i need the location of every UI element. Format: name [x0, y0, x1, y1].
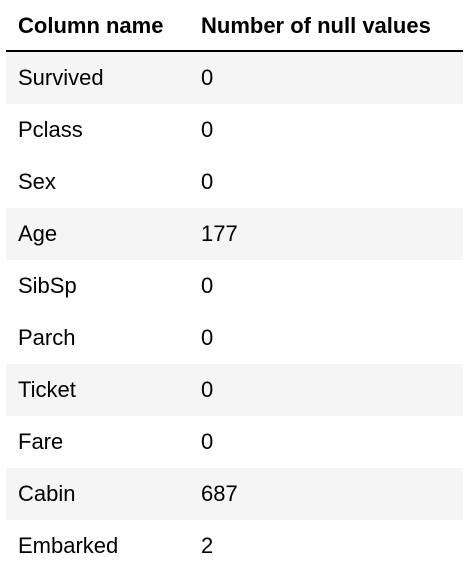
cell-column-name: Survived	[18, 65, 104, 90]
cell-column-name: Parch	[18, 325, 76, 350]
table-row: Ticket 0	[6, 364, 463, 416]
table-row: Pclass 0	[6, 104, 463, 156]
cell-null-count: 0	[201, 377, 214, 402]
table-row: Sex 0	[6, 156, 463, 208]
table-row: SibSp 0	[6, 260, 463, 312]
table-row: Embarked 2	[6, 520, 463, 572]
cell-null-count: 0	[201, 117, 214, 142]
cell-column-name: Fare	[18, 429, 64, 454]
table-row: Cabin 687	[6, 468, 463, 520]
cell-null-count: 0	[201, 273, 214, 298]
table-row: Parch 0	[6, 312, 463, 364]
cell-column-name: Sex	[18, 169, 56, 194]
cell-null-count: 687	[201, 481, 238, 506]
table-row: Fare 0	[6, 416, 463, 468]
null-values-table: Column name Number of null values Surviv…	[6, 0, 463, 572]
header-null-count: Number of null values	[201, 13, 431, 38]
cell-column-name: Age	[18, 221, 58, 246]
cell-null-count: 0	[201, 65, 214, 90]
cell-column-name: Cabin	[18, 481, 76, 506]
cell-null-count: 0	[201, 429, 214, 454]
cell-column-name: Embarked	[18, 533, 119, 558]
table-body: Survived 0 Pclass 0 Sex 0 Age 177 SibSp …	[6, 52, 463, 572]
cell-null-count: 0	[201, 325, 214, 350]
header-column-name: Column name	[18, 13, 164, 38]
table-row: Age 177	[6, 208, 463, 260]
table-row: Survived 0	[6, 52, 463, 104]
cell-null-count: 0	[201, 169, 214, 194]
table-header-row: Column name Number of null values	[6, 0, 463, 52]
cell-null-count: 2	[201, 533, 214, 558]
cell-column-name: SibSp	[18, 273, 77, 298]
cell-null-count: 177	[201, 221, 238, 246]
cell-column-name: Pclass	[18, 117, 83, 142]
cell-column-name: Ticket	[18, 377, 76, 402]
